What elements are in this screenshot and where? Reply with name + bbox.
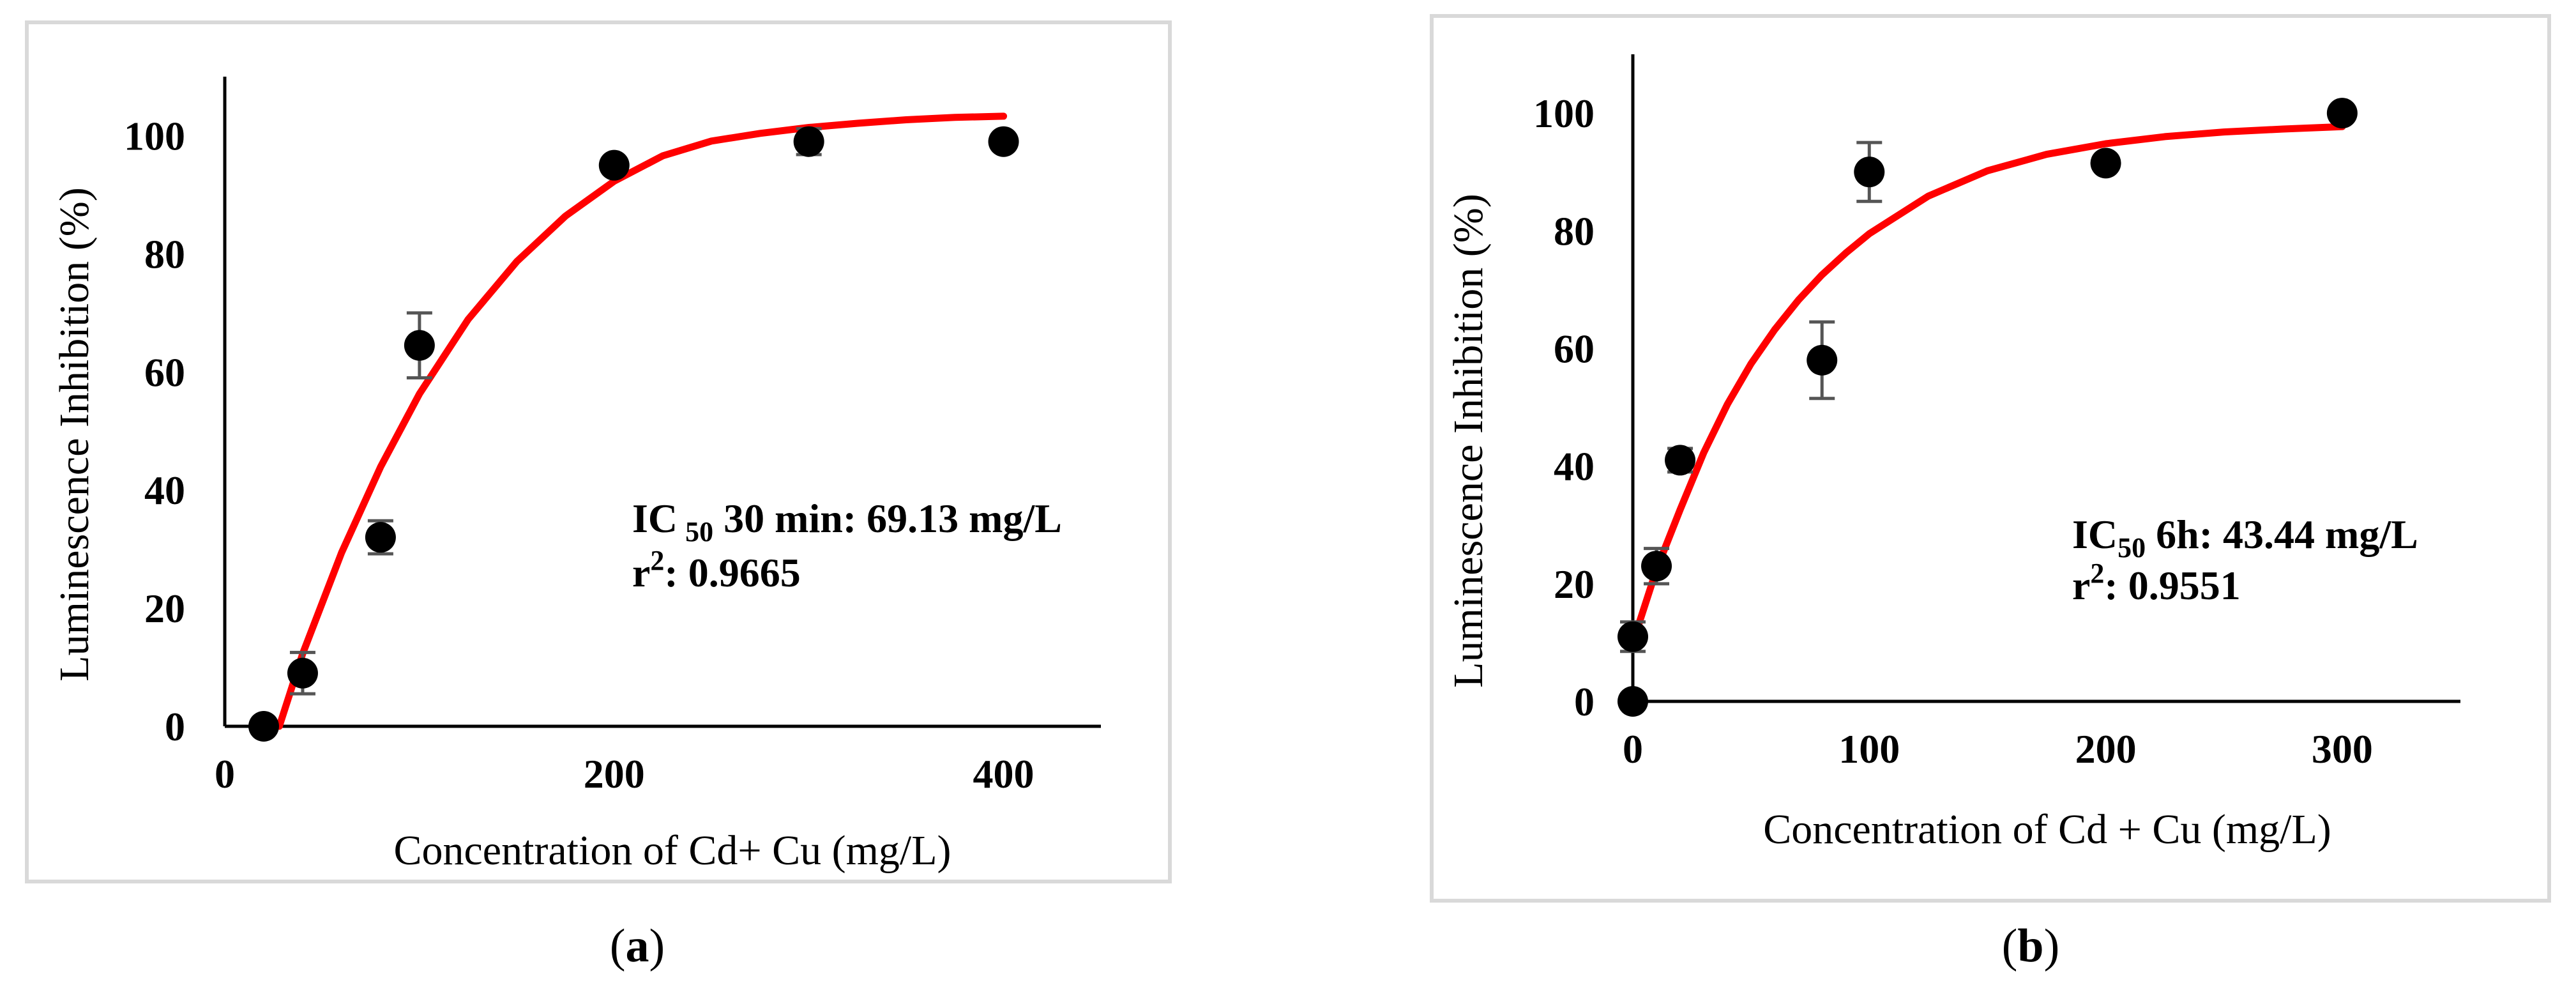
panel-b-x-tick-label: 100 <box>1838 726 1900 772</box>
panel-b-ic50-subscript: 50 <box>2118 532 2146 563</box>
panel-b-y-tick-label: 40 <box>1554 444 1595 489</box>
panel-a-ic50-text: 30 min: 69.13 mg/L <box>713 496 1062 541</box>
panel-a: 0 20 40 60 80 100 0 200 400 Luminescence Inhibit… <box>25 20 1172 972</box>
panel-a-y-tick-label: 20 <box>144 586 185 631</box>
panel-b: 0 20 40 60 80 100 0 100 200 300 Luminescence Inhi… <box>1430 14 2551 972</box>
panel-b-y-tick-label: 20 <box>1554 561 1595 607</box>
panel-a-x-tick-label: 200 <box>584 751 645 797</box>
panel-b-ic50-text: 6h: 43.44 mg/L <box>2146 512 2418 557</box>
panel-b-ic50-annotation: IC50 6h: 43.44 mg/L <box>2072 512 2418 563</box>
panel-b-y-tick-label: 60 <box>1554 326 1595 371</box>
panel-b-r2-annotation: r2: 0.9551 <box>2072 558 2241 608</box>
panel-a-data-point <box>988 126 1019 157</box>
panel-a-data-point <box>404 330 435 361</box>
panel-b-data-point <box>1618 621 1648 652</box>
panel-b-plot: 0 20 40 60 80 100 0 100 200 300 <box>1533 54 2460 772</box>
panel-b-x-axis-title: Concentration of Cd + Cu (mg/L) <box>1763 806 2331 853</box>
panel-a-x-axis-title: Concentration of Cd+ Cu (mg/L) <box>393 827 951 874</box>
panel-a-y-tick-label: 0 <box>165 704 185 749</box>
panel-a-ic50-annotation: IC 50 30 min: 69.13 mg/L <box>632 496 1062 547</box>
panel-b-data-point <box>1641 551 1672 582</box>
panel-a-data-point <box>248 711 279 742</box>
panel-b-ic50-prefix: IC <box>2072 512 2118 557</box>
panel-b-frame <box>1430 14 2551 903</box>
panel-a-y-tick-label: 100 <box>124 113 185 158</box>
panel-a-y-tick-label: 40 <box>144 468 185 513</box>
panel-a-data-point <box>365 522 396 553</box>
panel-a-label: (a) <box>610 920 665 972</box>
panel-a-x-tick-label: 400 <box>973 751 1034 797</box>
panel-b-data-point <box>2090 148 2121 179</box>
panel-b-data-point <box>1665 445 1696 476</box>
panel-a-r2-superscript: 2 <box>650 545 664 576</box>
panel-a-r2-annotation: r2: 0.9665 <box>632 545 801 595</box>
panel-a-y-tick-label: 60 <box>144 349 185 395</box>
panel-b-r2-superscript: 2 <box>2090 558 2104 589</box>
panel-b-data-point <box>1854 157 1885 188</box>
panel-a-r2-text: : 0.9665 <box>664 550 800 595</box>
panel-b-data-point <box>1807 344 1838 376</box>
panel-a-r2-prefix: r <box>632 550 650 595</box>
panel-a-data-point <box>793 126 824 157</box>
panel-b-x-tick-label: 0 <box>1623 726 1643 772</box>
panel-a-y-tick-label: 80 <box>144 231 185 277</box>
panel-a-fit-line <box>275 112 1008 730</box>
panel-a-ic50-prefix: IC <box>632 496 678 541</box>
panel-a-y-axis-title: Luminescence Inhibition (%) <box>51 187 98 681</box>
panel-a-ic50-subscript: 50 <box>685 516 713 547</box>
panel-a-x-tick-label: 0 <box>215 751 235 797</box>
panel-b-fit-line <box>1629 123 2346 646</box>
panel-b-data-point <box>2326 98 2358 129</box>
panel-a-plot: 0 20 40 60 80 100 0 200 400 <box>124 77 1101 797</box>
panel-a-data-point <box>598 149 630 181</box>
panel-b-y-tick-label: 100 <box>1533 91 1595 136</box>
panel-b-r2-text: : 0.9551 <box>2104 563 2240 608</box>
panel-b-y-tick-label: 0 <box>1574 679 1595 724</box>
panel-b-x-tick-label: 200 <box>2075 726 2137 772</box>
panel-b-x-tick-label: 300 <box>2312 726 2373 772</box>
panel-a-data-point <box>287 657 318 689</box>
panel-b-y-tick-label: 80 <box>1554 208 1595 254</box>
panel-b-r2-prefix: r <box>2072 563 2090 608</box>
panel-b-y-axis-title: Luminescence Inhibition (%) <box>1445 194 1492 687</box>
panel-b-data-point <box>1618 686 1648 717</box>
panel-b-label: (b) <box>2002 920 2059 972</box>
panel-a-frame <box>25 20 1172 883</box>
